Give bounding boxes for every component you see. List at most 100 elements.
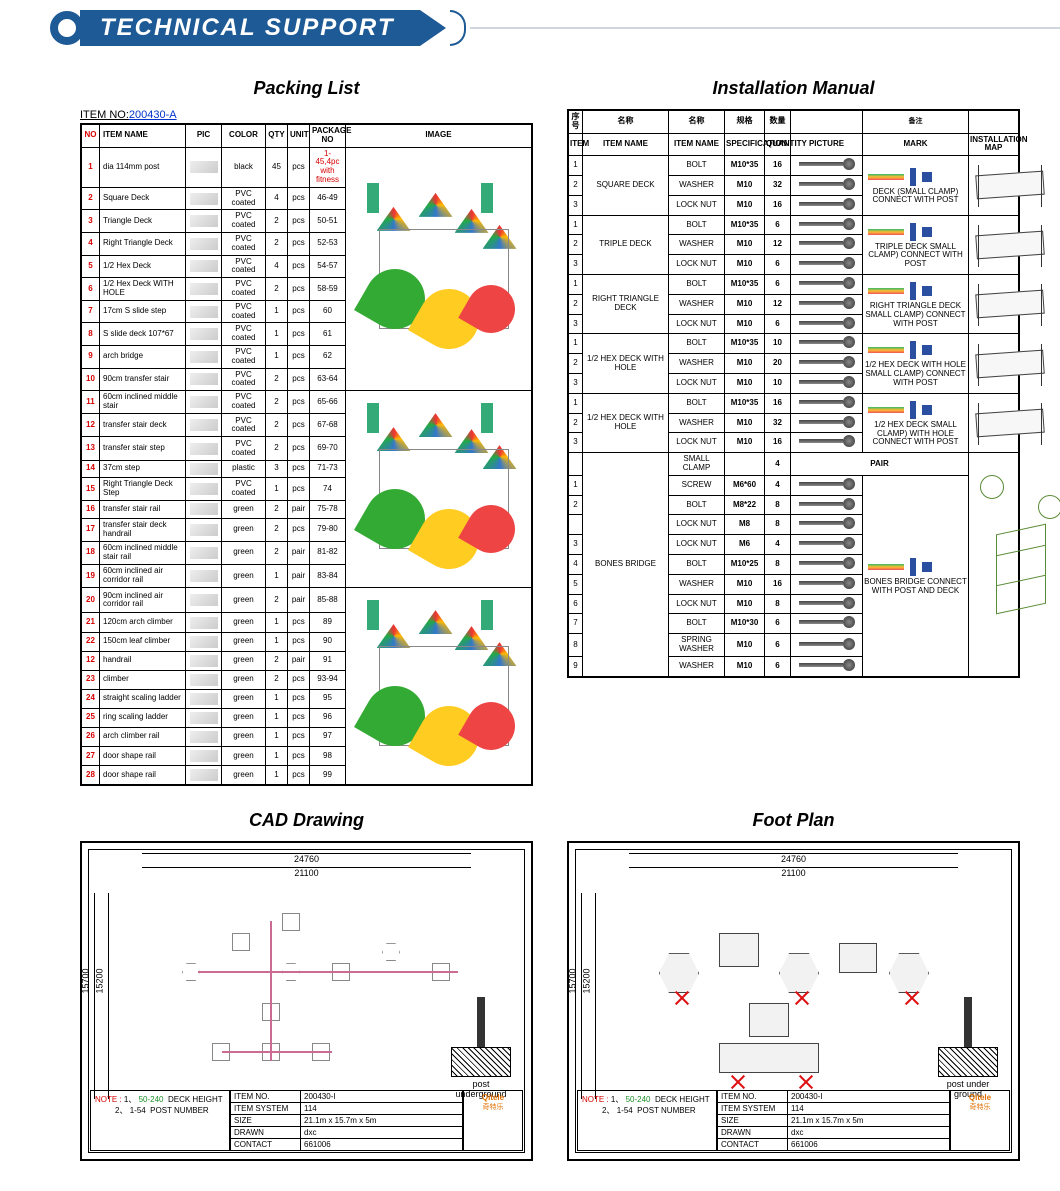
fastener-icon	[799, 376, 855, 388]
fastener-icon	[799, 557, 855, 569]
fastener-icon	[799, 416, 855, 428]
cad-drawing-section: CAD Drawing 24760 21100 15700 15200	[80, 810, 533, 1161]
pic-thumb-icon	[190, 328, 218, 340]
install-map-icon	[970, 280, 1050, 328]
install-map-icon	[970, 340, 1050, 388]
cad-drawing: 24760 21100 15700 15200	[80, 841, 533, 1161]
pic-thumb-icon	[190, 161, 218, 173]
fastener-icon	[799, 659, 855, 671]
table-row: SIZE21.1m x 15.7m x 5m	[718, 1115, 950, 1127]
pic-thumb-icon	[190, 750, 218, 762]
fastener-icon	[799, 356, 855, 368]
col-unit: UNIT	[288, 125, 310, 148]
table-row: 2090cm inclined air corridor railgreen2p…	[82, 588, 532, 613]
table-row: DRAWNdxc	[718, 1127, 950, 1139]
table-row: ITEM SYSTEM114	[718, 1103, 950, 1115]
fastener-icon	[799, 277, 855, 289]
packing-list-section: Packing List ITEM NO:200430-A NO ITEM NA…	[80, 78, 533, 786]
product-image	[359, 179, 519, 359]
install-map-icon	[970, 399, 1050, 447]
pic-thumb-icon	[190, 594, 218, 606]
fastener-icon	[799, 257, 855, 269]
pic-thumb-icon	[190, 306, 218, 318]
pic-thumb-icon	[190, 193, 218, 205]
pic-thumb-icon	[190, 570, 218, 582]
fastener-icon	[799, 597, 855, 609]
installation-manual-section: Installation Manual 序号 名称 名称 规格 数量 备注	[567, 78, 1020, 786]
pic-thumb-icon	[190, 463, 218, 475]
fastener-icon	[799, 517, 855, 529]
pic-thumb-icon	[190, 503, 218, 515]
fastener-icon	[799, 396, 855, 408]
packing-table: NO ITEM NAME PIC COLOR QTY UNIT PACKAGE …	[81, 124, 532, 785]
fastener-icon	[799, 158, 855, 170]
fastener-icon	[799, 178, 855, 190]
pic-thumb-icon	[190, 712, 218, 724]
fastener-icon	[799, 537, 855, 549]
packing-list-title: Packing List	[80, 78, 533, 99]
mark-sketch-icon	[868, 556, 964, 578]
install-map-icon	[970, 221, 1050, 269]
pic-thumb-icon	[190, 617, 218, 629]
col-pkg: PACKAGE NO	[310, 125, 346, 148]
pic-thumb-icon	[190, 283, 218, 295]
pic-thumb-icon	[190, 524, 218, 536]
foot-titleblock: NOTE : 1、 50-240 DECK HEIGHT 2、 1-54 POS…	[577, 1090, 1010, 1151]
pic-thumb-icon	[190, 636, 218, 648]
cad-titleblock: NOTE : 1、 50-240 DECK HEIGHT 2、 1-54 POS…	[90, 1090, 523, 1151]
fastener-icon	[799, 237, 855, 249]
fastener-icon	[799, 498, 855, 510]
pic-thumb-icon	[190, 674, 218, 686]
col-color: COLOR	[222, 125, 266, 148]
pic-thumb-icon	[190, 215, 218, 227]
pic-thumb-icon	[190, 731, 218, 743]
pic-thumb-icon	[190, 693, 218, 705]
cad-post-underground: post underground	[451, 997, 511, 1099]
table-row: 1dia 114mm postblack45pcs1-45,4pc with f…	[82, 147, 532, 187]
pic-thumb-icon	[190, 547, 218, 559]
header-ribbon: TECHNICAL SUPPORT	[50, 8, 1060, 48]
install-map-icon	[970, 469, 1060, 659]
fastener-icon	[799, 198, 855, 210]
col-itemname: ITEM NAME	[100, 125, 186, 148]
table-row: ITEM SYSTEM114	[231, 1103, 463, 1115]
table-row: 1SQUARE DECKBOLTM10*3516DECK (SMALL CLAM…	[569, 156, 1019, 176]
installation-title: Installation Manual	[567, 78, 1020, 99]
table-row: 11/2 HEX DECK WITH HOLEBOLTM10*35161/2 H…	[569, 393, 1019, 413]
fastener-icon	[799, 435, 855, 447]
fastener-icon	[799, 638, 855, 650]
fastener-icon	[799, 616, 855, 628]
fastener-icon	[799, 478, 855, 490]
col-pic: PIC	[186, 125, 222, 148]
table-row: CONTACT661006	[718, 1139, 950, 1151]
cad-title: CAD Drawing	[80, 810, 533, 831]
table-row: ITEM NO.200430-I	[718, 1091, 950, 1103]
pic-thumb-icon	[190, 769, 218, 781]
table-row: SIZE21.1m x 15.7m x 5m	[231, 1115, 463, 1127]
mark-sketch-icon	[868, 399, 964, 421]
header-title: TECHNICAL SUPPORT	[80, 10, 420, 46]
pic-thumb-icon	[190, 419, 218, 431]
fastener-icon	[799, 297, 855, 309]
pic-thumb-icon	[190, 655, 218, 667]
table-row: ITEM NO.200430-I	[231, 1091, 463, 1103]
table-row: 11/2 HEX DECK WITH HOLEBOLTM10*35101/2 H…	[569, 334, 1019, 354]
table-row: CONTACT661006	[231, 1139, 463, 1151]
cad-dim-w-inner: 21100	[142, 867, 471, 878]
pic-thumb-icon	[190, 443, 218, 455]
cad-canvas	[142, 893, 491, 1095]
fastener-icon	[799, 218, 855, 230]
col-qty: QTY	[266, 125, 288, 148]
table-row: 1RIGHT TRIANGLE DECKBOLTM10*356RIGHT TRI…	[569, 274, 1019, 294]
pic-thumb-icon	[190, 483, 218, 495]
header-curve-icon	[450, 10, 466, 46]
col-image: IMAGE	[346, 125, 532, 148]
pic-thumb-icon	[190, 238, 218, 250]
table-row: 1TRIPLE DECKBOLTM10*356TRIPLE DECK SMALL…	[569, 215, 1019, 235]
fastener-icon	[799, 317, 855, 329]
header-tail-line	[470, 27, 1060, 29]
pic-thumb-icon	[190, 260, 218, 272]
install-map-icon	[970, 161, 1050, 209]
mark-sketch-icon	[868, 339, 964, 361]
table-row: 1160cm inclined middle stairPVC coated2p…	[82, 391, 532, 414]
